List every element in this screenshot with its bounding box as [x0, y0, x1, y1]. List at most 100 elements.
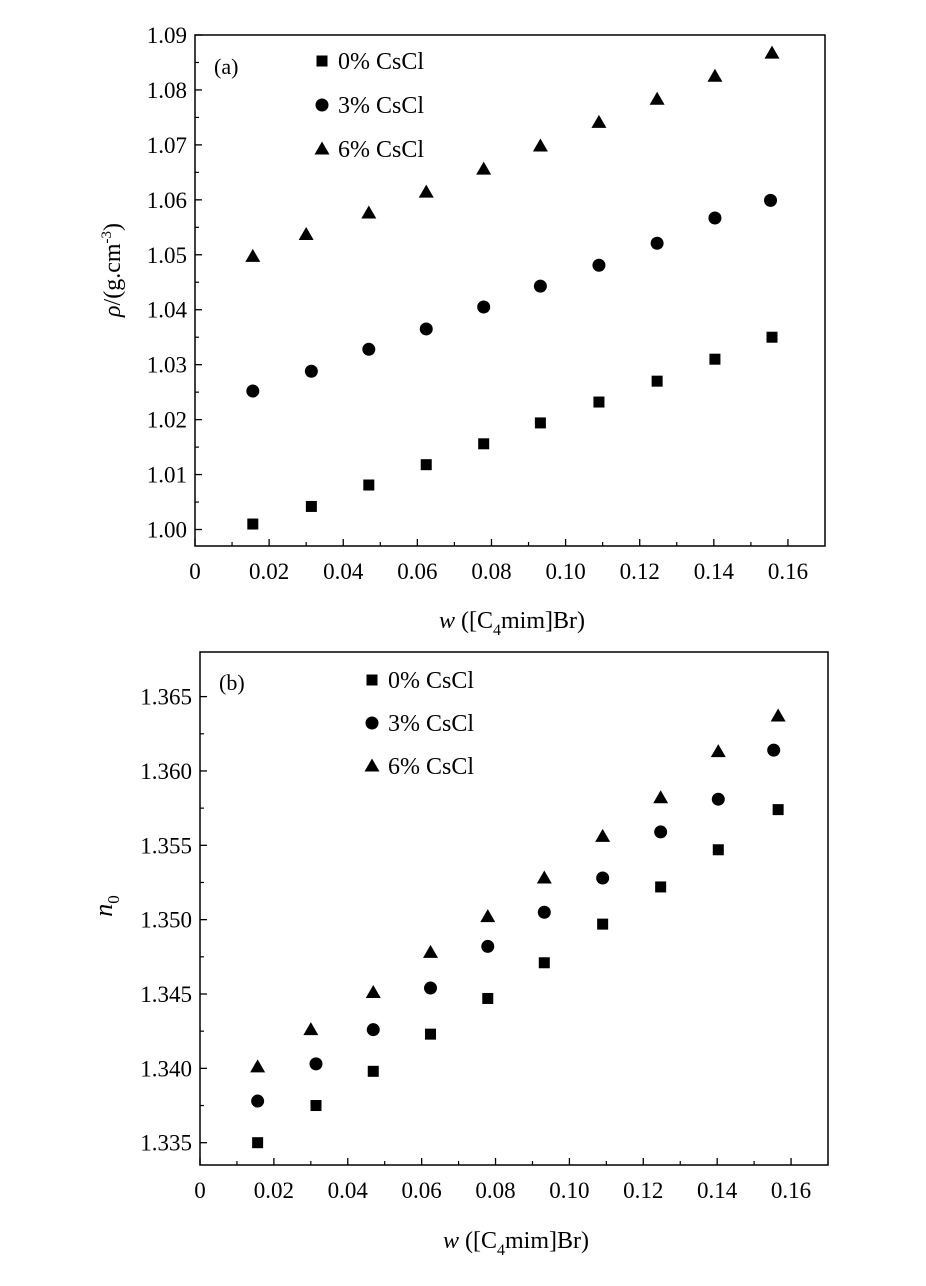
y-tick-label: 1.345: [140, 982, 192, 1007]
legend-label: 6% CsCl: [388, 754, 474, 780]
data-point-square: [597, 918, 609, 930]
x-axis-label: w ([C4mim]Br): [439, 608, 585, 639]
data-point-triangle: [653, 790, 669, 804]
data-point-square: [482, 992, 494, 1004]
x-tick-label: 0: [194, 1178, 206, 1203]
data-point-circle: [477, 300, 491, 314]
data-point-square: [766, 331, 778, 343]
data-point-triangle: [480, 909, 496, 923]
data-point-square: [655, 881, 667, 893]
data-point-triangle: [595, 828, 611, 842]
y-tick-label: 1.06: [147, 188, 187, 213]
y-tick-label: 1.00: [147, 518, 187, 543]
data-point-triangle: [250, 1059, 266, 1073]
data-point-circle: [424, 981, 438, 995]
data-point-triangle: [591, 114, 607, 128]
x-tick-label: 0: [189, 559, 201, 584]
y-tick-label: 1.365: [140, 685, 192, 710]
data-point-circle: [309, 1057, 323, 1071]
y-tick-label: 1.08: [147, 78, 187, 103]
data-point-triangle: [770, 708, 786, 722]
data-point-triangle: [532, 138, 548, 152]
data-point-circle: [764, 193, 778, 207]
legend-label: 3% CsCl: [338, 93, 424, 119]
data-point-square: [305, 500, 317, 512]
x-axis-label-part: ([C: [465, 1228, 497, 1254]
x-axis-subscript: 4: [493, 622, 501, 639]
data-point-circle: [596, 871, 610, 885]
x-tick-label: 0.16: [771, 1178, 811, 1203]
x-tick-label: 0.06: [402, 1178, 442, 1203]
y-axis-label: n0: [89, 895, 123, 917]
data-point-triangle: [423, 944, 439, 958]
y-axis-subscript: 0: [104, 895, 123, 904]
x-tick-label: 0.16: [768, 559, 808, 584]
data-point-circle: [592, 258, 606, 272]
data-point-circle: [711, 792, 725, 806]
x-tick-label: 0.14: [694, 559, 735, 584]
data-point-triangle: [303, 1022, 319, 1036]
data-point-square: [538, 957, 550, 969]
data-point-circle: [304, 364, 318, 378]
data-point-triangle: [764, 45, 780, 59]
panel-label: (a): [214, 54, 238, 79]
data-point-square: [478, 438, 490, 450]
x-axis-subscript: 4: [497, 1242, 505, 1259]
data-point-triangle: [476, 161, 492, 175]
x-tick-label: 0.04: [323, 559, 364, 584]
x-axis-label-part: mim]Br): [501, 608, 585, 634]
data-point-triangle: [298, 226, 314, 240]
y-tick-label: 1.335: [140, 1131, 192, 1156]
legend-marker-circle: [365, 716, 379, 730]
data-point-triangle: [536, 870, 552, 884]
x-tick-label: 0.14: [697, 1178, 738, 1203]
data-point-triangle: [710, 744, 726, 758]
x-axis-variable: w: [439, 608, 455, 634]
data-point-square: [712, 844, 724, 856]
y-tick-label: 1.04: [147, 298, 188, 323]
data-point-circle: [419, 322, 433, 336]
y-tick-label: 1.09: [147, 23, 187, 48]
x-axis-label: w ([C4mim]Br): [443, 1228, 589, 1259]
plot-frame: [194, 34, 826, 547]
data-point-circle: [533, 279, 547, 293]
legend-label: 3% CsCl: [388, 711, 474, 737]
y-tick-label: 1.03: [147, 353, 187, 378]
data-point-circle: [481, 939, 495, 953]
y-axis-ticks: 1.335 1.340 1.345 1.350 1.355 1.360 1.365: [140, 685, 207, 1156]
y-tick-label: 1.340: [140, 1056, 192, 1081]
data-point-square: [651, 375, 663, 387]
data-point-triangle: [707, 68, 723, 82]
y-tick-label: 1.07: [147, 133, 187, 158]
data-point-circle: [246, 384, 260, 398]
legend-marker-triangle: [364, 758, 380, 772]
data-point-circle: [362, 342, 376, 356]
y-tick-label: 1.01: [147, 463, 187, 488]
panel-a-density-chart: 0 0.02 0.04 0.06 0.08 0.10 0.12 0.14 0.16 1.001.…: [99, 23, 826, 639]
x-tick-label: 0.02: [249, 559, 289, 584]
data-point-circle: [767, 743, 781, 757]
data-point-triangle: [361, 205, 377, 219]
x-axis-variable: w: [443, 1228, 459, 1254]
x-tick-label: 0.10: [549, 1178, 589, 1203]
y-axis-unit: /(g.cm: [100, 243, 126, 305]
data-point-square: [363, 479, 375, 491]
legend: 0% CsCl 3% CsCl 6% CsCl: [364, 668, 474, 780]
data-point-circle: [708, 211, 722, 225]
legend-label: 0% CsCl: [388, 668, 474, 694]
data-point-circle: [251, 1094, 265, 1108]
x-tick-label: 0.06: [397, 559, 437, 584]
data-point-square: [367, 1065, 379, 1077]
y-tick-label: 1.350: [140, 908, 192, 933]
data-markers: [245, 45, 780, 530]
y-tick-label: 1.05: [147, 243, 187, 268]
data-point-circle: [654, 825, 668, 839]
data-point-triangle: [245, 248, 261, 262]
legend-label: 6% CsCl: [338, 137, 424, 163]
x-axis-ticks: 0 0.02 0.04 0.06 0.08 0.10 0.12 0.14 0.16: [189, 539, 808, 584]
data-point-circle: [537, 905, 551, 919]
y-tick-label: 1.02: [147, 408, 187, 433]
x-tick-label: 0.08: [475, 1178, 515, 1203]
data-point-triangle: [649, 91, 665, 105]
